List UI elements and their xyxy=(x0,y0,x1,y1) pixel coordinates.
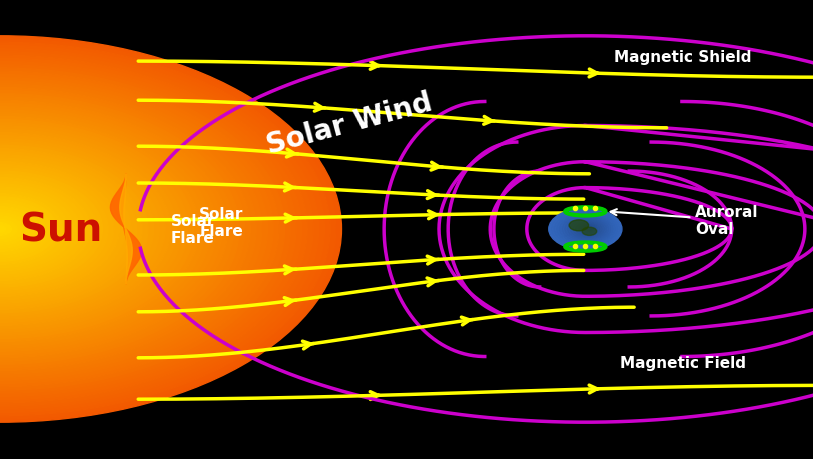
Circle shape xyxy=(0,133,171,326)
Circle shape xyxy=(576,223,600,236)
Circle shape xyxy=(586,228,591,231)
Circle shape xyxy=(0,213,28,246)
Circle shape xyxy=(0,37,341,422)
Circle shape xyxy=(0,104,222,355)
Circle shape xyxy=(0,136,165,323)
Circle shape xyxy=(0,181,85,278)
Circle shape xyxy=(0,88,250,371)
Text: Sun: Sun xyxy=(20,211,102,248)
Circle shape xyxy=(582,228,597,236)
Circle shape xyxy=(0,191,68,268)
Circle shape xyxy=(0,91,245,368)
Circle shape xyxy=(0,53,313,406)
Text: Solar Wind: Solar Wind xyxy=(263,89,436,159)
Circle shape xyxy=(0,120,193,339)
Circle shape xyxy=(0,62,296,397)
Circle shape xyxy=(0,175,97,284)
Circle shape xyxy=(0,117,199,342)
Circle shape xyxy=(0,217,23,242)
Circle shape xyxy=(0,156,131,303)
Circle shape xyxy=(0,43,330,416)
Polygon shape xyxy=(111,174,141,285)
Circle shape xyxy=(0,178,91,281)
Circle shape xyxy=(0,46,324,413)
Text: Solar
Flare: Solar Flare xyxy=(199,207,244,239)
Circle shape xyxy=(0,226,6,233)
Circle shape xyxy=(0,111,211,348)
Circle shape xyxy=(0,59,302,400)
Circle shape xyxy=(0,149,142,310)
Circle shape xyxy=(0,98,233,361)
Circle shape xyxy=(0,78,267,381)
Circle shape xyxy=(584,227,593,232)
Circle shape xyxy=(0,40,336,419)
Circle shape xyxy=(569,220,589,231)
Polygon shape xyxy=(120,174,133,285)
Circle shape xyxy=(0,165,114,294)
Circle shape xyxy=(0,95,239,364)
Text: Auroral
Oval: Auroral Oval xyxy=(611,204,759,236)
Circle shape xyxy=(0,168,108,291)
Text: Magnetic Shield: Magnetic Shield xyxy=(614,50,752,65)
Circle shape xyxy=(573,221,602,238)
Circle shape xyxy=(0,172,102,287)
Circle shape xyxy=(0,56,307,403)
Circle shape xyxy=(578,224,598,235)
Circle shape xyxy=(0,201,51,258)
Circle shape xyxy=(0,204,46,255)
Circle shape xyxy=(0,127,182,332)
Circle shape xyxy=(0,143,154,316)
Circle shape xyxy=(0,220,17,239)
Circle shape xyxy=(0,140,159,319)
Circle shape xyxy=(0,188,74,271)
Circle shape xyxy=(0,194,63,265)
Circle shape xyxy=(0,82,262,377)
Circle shape xyxy=(570,220,604,239)
Circle shape xyxy=(0,75,273,384)
Circle shape xyxy=(0,114,205,345)
Circle shape xyxy=(0,185,80,274)
Circle shape xyxy=(0,50,319,409)
Circle shape xyxy=(0,223,11,236)
Circle shape xyxy=(581,225,596,234)
Circle shape xyxy=(0,72,279,387)
Circle shape xyxy=(0,101,228,358)
Circle shape xyxy=(0,66,290,393)
Circle shape xyxy=(0,210,34,249)
Circle shape xyxy=(0,69,285,390)
Text: Magnetic Field: Magnetic Field xyxy=(620,355,746,370)
Circle shape xyxy=(0,207,40,252)
Text: Solar
Flare: Solar Flare xyxy=(171,213,215,246)
Circle shape xyxy=(0,162,120,297)
Circle shape xyxy=(0,197,57,262)
Circle shape xyxy=(0,85,256,374)
Circle shape xyxy=(0,107,216,352)
Circle shape xyxy=(0,146,148,313)
Circle shape xyxy=(0,152,137,307)
Circle shape xyxy=(0,159,125,300)
Circle shape xyxy=(549,209,622,250)
Circle shape xyxy=(0,123,188,336)
Circle shape xyxy=(0,130,176,329)
